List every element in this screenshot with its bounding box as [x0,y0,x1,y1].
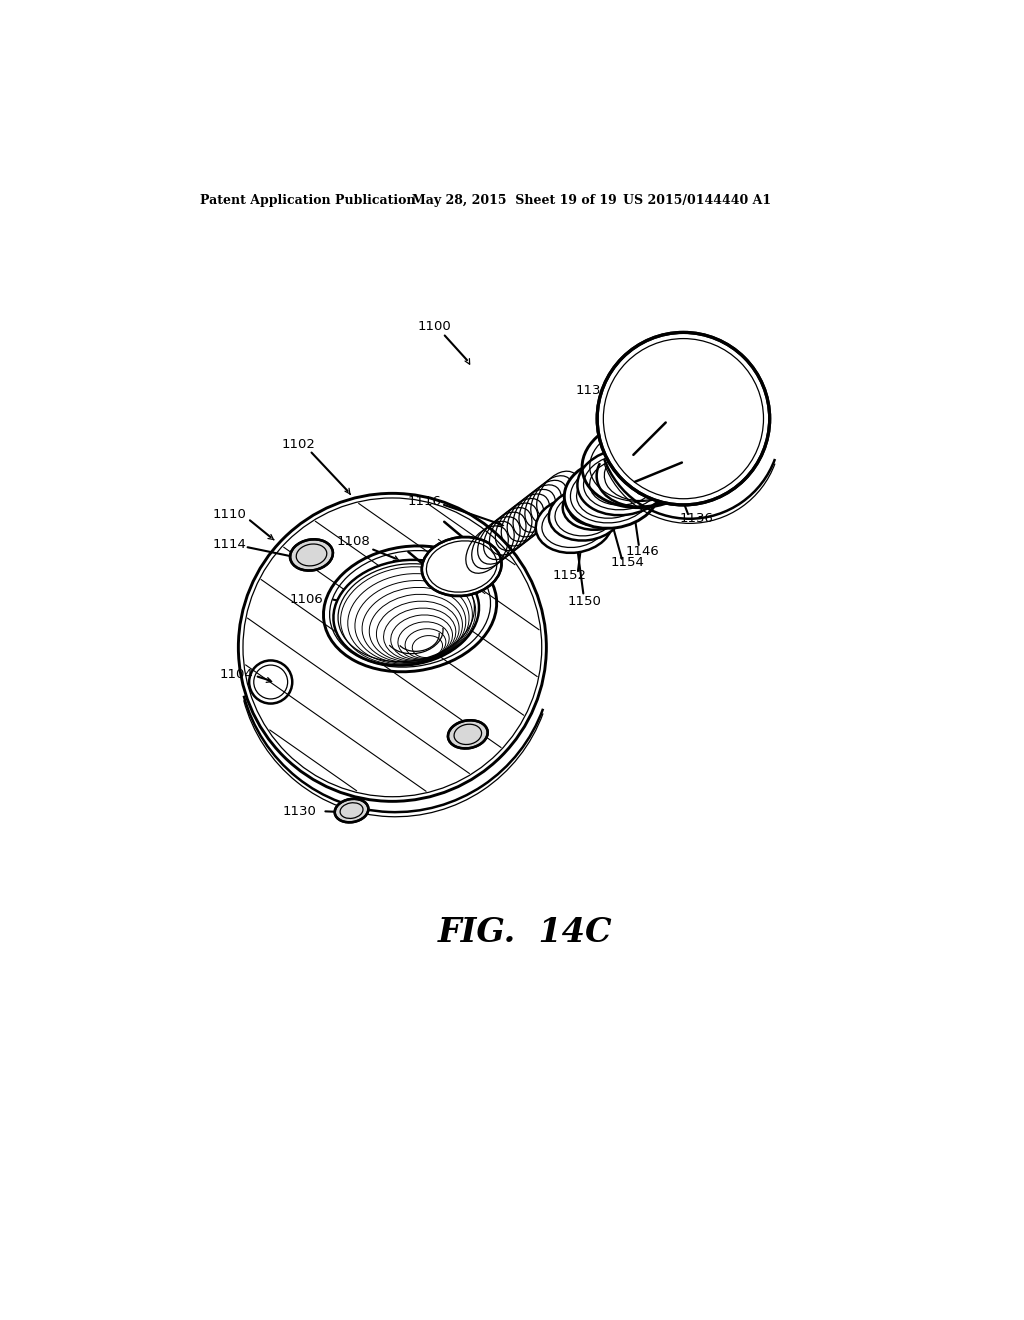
Text: 1110: 1110 [212,508,246,520]
Ellipse shape [335,799,369,822]
Text: 1150: 1150 [568,594,602,607]
Text: May 28, 2015  Sheet 19 of 19: May 28, 2015 Sheet 19 of 19 [412,194,616,207]
Text: 1100: 1100 [418,319,452,333]
Text: 1104: 1104 [220,668,254,681]
Text: 1134: 1134 [575,384,609,397]
Text: 1130: 1130 [283,805,316,818]
Circle shape [597,333,770,506]
Text: 1148: 1148 [652,335,686,348]
Ellipse shape [564,458,659,528]
Ellipse shape [549,487,623,541]
Text: US 2015/0144440 A1: US 2015/0144440 A1 [624,194,771,207]
Ellipse shape [334,560,479,665]
Ellipse shape [578,449,670,515]
Ellipse shape [563,480,633,529]
Ellipse shape [536,496,612,553]
Text: 1106: 1106 [289,593,323,606]
Ellipse shape [422,537,502,597]
Text: 1108: 1108 [337,536,371,548]
Text: 1146: 1146 [626,545,659,557]
Text: 1154: 1154 [610,556,644,569]
Text: 1116: 1116 [408,495,441,508]
Text: 1136: 1136 [680,512,714,525]
Text: 1152: 1152 [553,569,587,582]
Text: Patent Application Publication: Patent Application Publication [200,194,416,207]
Text: FIG.  14C: FIG. 14C [437,916,612,949]
Ellipse shape [290,540,333,570]
Circle shape [636,480,649,495]
Text: 1114: 1114 [212,539,246,552]
Text: 1102: 1102 [282,438,315,451]
Ellipse shape [447,721,487,748]
